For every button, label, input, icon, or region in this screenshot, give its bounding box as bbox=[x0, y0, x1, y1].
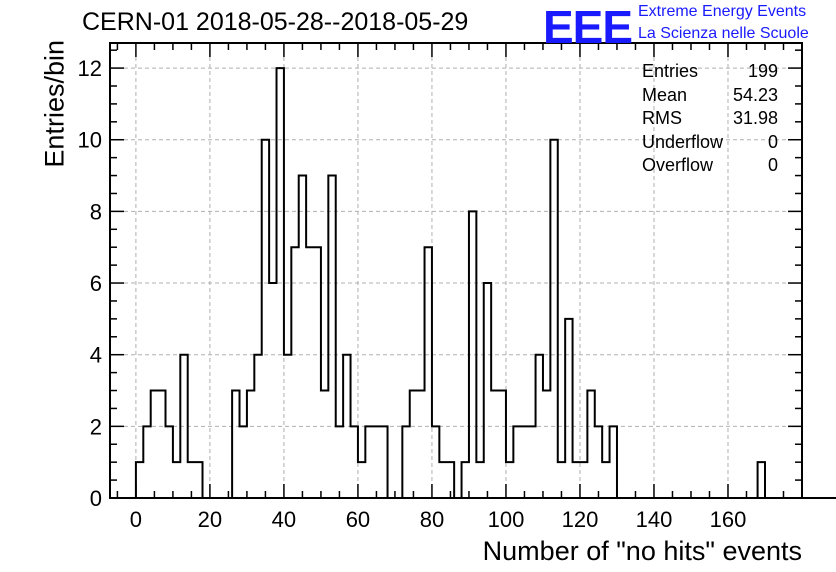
y-axis-label-wrap: Entries/bin bbox=[8, 40, 70, 190]
stat-overflow: Overflow 0 bbox=[642, 154, 778, 178]
x-tick-label: 100 bbox=[488, 507, 525, 532]
stats-box: Entries 199 Mean 54.23 RMS 31.98 Underfl… bbox=[642, 60, 778, 178]
x-tick-label: 120 bbox=[562, 507, 599, 532]
chart-title: CERN-01 2018-05-28--2018-05-29 bbox=[82, 8, 469, 36]
stat-label: Overflow bbox=[642, 155, 714, 175]
axes: 0 20 40 60 80 100 120 140 160 0 2 4 6 8 10 12 bbox=[78, 42, 803, 532]
eee-logo: EEE bbox=[543, 1, 633, 53]
histogram-step-line bbox=[134, 67, 836, 499]
stat-underflow: Underflow 0 bbox=[642, 131, 778, 155]
plot-frame bbox=[109, 42, 803, 499]
stat-value: 0 bbox=[767, 155, 778, 175]
plot-area bbox=[110, 43, 802, 498]
x-tick-label: 160 bbox=[710, 507, 747, 532]
y-tick-label: 12 bbox=[78, 56, 102, 81]
stat-value: 31.98 bbox=[732, 108, 778, 128]
logo-line-1: Extreme Energy Events bbox=[638, 3, 807, 20]
x-tick-label: 40 bbox=[272, 507, 296, 532]
stat-value: 0 bbox=[767, 131, 778, 152]
y-tick-label: 4 bbox=[90, 343, 102, 368]
x-axis-label: Number of "no hits" events bbox=[482, 536, 802, 566]
logo-line-2: La Scienza nelle Scuole bbox=[638, 25, 809, 42]
y-tick-label: 10 bbox=[78, 128, 102, 153]
y-tick-label: 2 bbox=[90, 414, 102, 439]
stat-label: Mean bbox=[642, 84, 688, 105]
stat-entries: Entries 199 bbox=[642, 60, 778, 84]
stat-label: Entries bbox=[642, 61, 699, 81]
x-tick-label: 60 bbox=[346, 507, 370, 532]
y-tick-label: 0 bbox=[90, 486, 102, 511]
stat-label: Underflow bbox=[642, 131, 724, 152]
x-tick-label: 80 bbox=[420, 507, 444, 532]
y-tick-label: 8 bbox=[90, 199, 102, 224]
y-tick-label: 6 bbox=[90, 271, 102, 296]
stat-mean: Mean 54.23 bbox=[642, 84, 778, 108]
stat-rms: RMS 31.98 bbox=[642, 107, 778, 131]
stat-value: 54.23 bbox=[732, 84, 778, 105]
stat-label: RMS bbox=[642, 108, 682, 128]
x-tick-label: 140 bbox=[636, 507, 673, 532]
x-tick-label: 0 bbox=[130, 507, 142, 532]
y-axis-label: Entries/bin bbox=[40, 40, 70, 168]
x-tick-label: 20 bbox=[198, 507, 222, 532]
stat-value: 199 bbox=[747, 61, 778, 81]
